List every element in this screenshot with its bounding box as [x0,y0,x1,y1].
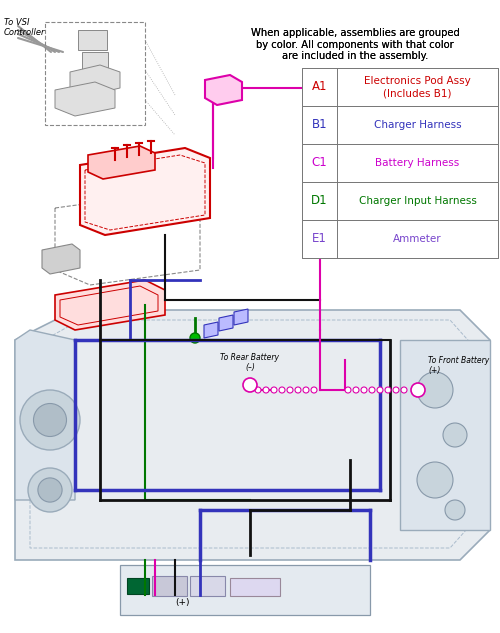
Text: To Front Battery
(+): To Front Battery (+) [428,356,489,375]
Bar [152,576,187,596]
Circle shape [295,387,301,393]
Text: Battery Harness: Battery Harness [376,158,460,168]
Polygon shape [400,340,490,530]
Circle shape [353,387,359,393]
Circle shape [34,403,66,437]
Circle shape [263,387,269,393]
Circle shape [361,387,367,393]
Text: Electronics Pod Assy
(Includes B1): Electronics Pod Assy (Includes B1) [364,76,471,98]
Bar [302,144,498,182]
Text: Ammeter: Ammeter [393,234,442,244]
Circle shape [311,387,317,393]
Circle shape [417,462,453,498]
Polygon shape [42,244,80,274]
Text: C1: C1 [312,156,328,170]
Text: When applicable, assemblies are grouped
by color. All components with that color: When applicable, assemblies are grouped … [250,28,460,61]
Circle shape [377,387,383,393]
Circle shape [393,387,399,393]
Text: B1: B1 [312,118,328,132]
Polygon shape [80,148,210,235]
Polygon shape [205,75,242,105]
Bar [302,106,498,144]
Text: To VSI
Controller: To VSI Controller [4,18,45,37]
Polygon shape [88,146,155,179]
Text: B1: B1 [312,118,328,132]
Circle shape [255,387,261,393]
Bar [302,144,498,182]
Bar [302,68,498,106]
Polygon shape [15,330,75,500]
Circle shape [190,333,200,343]
Circle shape [445,500,465,520]
Circle shape [287,387,293,393]
Text: Battery Harness: Battery Harness [376,158,460,168]
Polygon shape [82,52,108,70]
Circle shape [303,387,309,393]
Text: Charger Harness: Charger Harness [374,120,462,130]
Circle shape [443,423,467,447]
Text: Charger Input Harness: Charger Input Harness [358,196,476,206]
Text: A1: A1 [312,80,327,94]
Circle shape [369,387,375,393]
Text: E1: E1 [312,232,327,246]
Polygon shape [234,309,248,325]
Text: Electronics Pod Assy
(Includes B1): Electronics Pod Assy (Includes B1) [364,76,471,98]
Text: To Rear Battery
(–): To Rear Battery (–) [220,353,280,372]
Text: Ammeter: Ammeter [393,234,442,244]
Text: When applicable, assemblies are grouped
by color. All components with that color: When applicable, assemblies are grouped … [250,28,460,61]
Bar [302,220,498,258]
Circle shape [271,387,277,393]
Bar [302,182,498,220]
Text: Charger Harness: Charger Harness [374,120,462,130]
Circle shape [38,478,62,502]
Circle shape [28,468,72,512]
Bar [302,220,498,258]
Bar [127,578,149,594]
Polygon shape [15,310,490,560]
Polygon shape [55,280,165,330]
Text: E1: E1 [312,232,327,246]
Text: (+): (+) [175,598,189,607]
Circle shape [243,378,257,392]
Polygon shape [204,322,218,338]
Bar [302,68,498,106]
Bar [230,578,280,596]
Text: Charger Input Harness: Charger Input Harness [358,196,476,206]
Circle shape [385,387,391,393]
Circle shape [401,387,407,393]
Polygon shape [55,82,115,116]
Bar [302,182,498,220]
Circle shape [411,383,425,397]
Text: D1: D1 [311,194,328,208]
Polygon shape [120,565,370,615]
Circle shape [279,387,285,393]
Bar [190,576,225,596]
Polygon shape [70,65,120,95]
Polygon shape [219,315,233,331]
Text: C1: C1 [312,156,328,170]
Polygon shape [78,30,107,50]
Circle shape [20,390,80,450]
Circle shape [417,372,453,408]
Circle shape [345,387,351,393]
Bar [302,106,498,144]
Text: D1: D1 [311,194,328,208]
Text: A1: A1 [312,80,327,94]
